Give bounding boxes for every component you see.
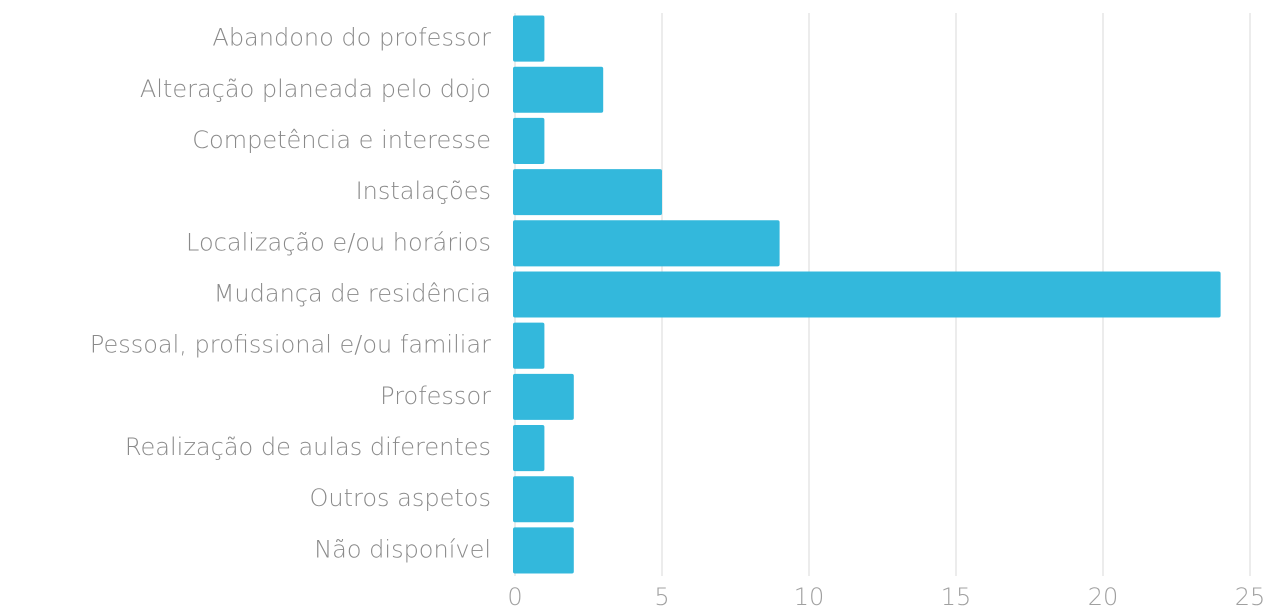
x-tick-label: 25 bbox=[1235, 583, 1266, 611]
y-tick-label: Professor bbox=[380, 382, 491, 410]
y-tick-label: Instalações bbox=[356, 177, 491, 205]
bar bbox=[513, 476, 574, 523]
x-tick-label: 5 bbox=[654, 583, 669, 611]
bar bbox=[513, 322, 545, 369]
x-tick-label: 10 bbox=[794, 583, 825, 611]
x-tick-label: 15 bbox=[941, 583, 972, 611]
bar bbox=[513, 373, 574, 420]
bar bbox=[513, 15, 545, 62]
y-tick-label: Não disponível bbox=[314, 535, 491, 563]
y-tick-label: Realização de aulas diferentes bbox=[125, 433, 491, 461]
x-tick-label: 0 bbox=[507, 583, 522, 611]
y-tick-label: Localização e/ou horários bbox=[186, 228, 491, 256]
bar bbox=[513, 66, 604, 113]
y-tick-label: Outros aspetos bbox=[310, 484, 491, 512]
bar bbox=[513, 169, 662, 216]
bar bbox=[513, 271, 1221, 318]
x-tick-label: 20 bbox=[1088, 583, 1119, 611]
y-tick-label: Pessoal, profissional e/ou familiar bbox=[90, 331, 491, 359]
y-tick-label: Competência e interesse bbox=[192, 126, 491, 154]
bar bbox=[513, 527, 574, 574]
bar bbox=[513, 220, 780, 267]
y-tick-label: Mudança de residência bbox=[214, 280, 491, 308]
bar bbox=[513, 117, 545, 164]
y-tick-label: Abandono do professor bbox=[212, 24, 491, 52]
y-tick-label: Alteração planeada pelo dojo bbox=[140, 75, 491, 103]
bar bbox=[513, 425, 545, 472]
